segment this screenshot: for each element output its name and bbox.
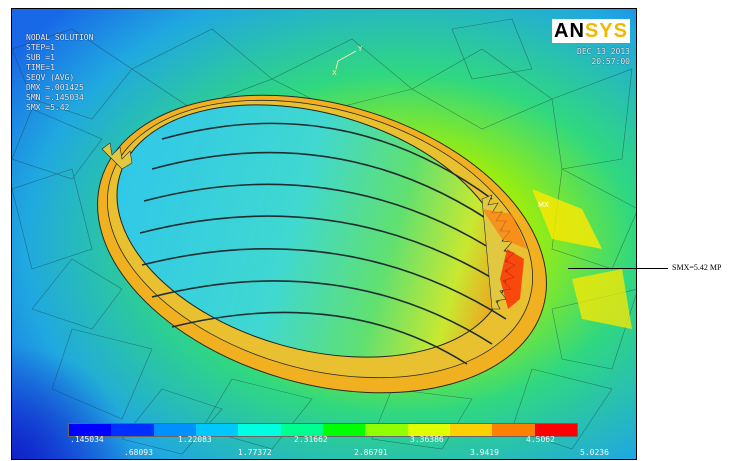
legend-value: 2.86791	[354, 448, 388, 457]
info-line: SUB =1	[26, 53, 55, 62]
logo-text-accent: SYS	[584, 19, 628, 42]
legend-value: 2.31662	[294, 435, 328, 444]
legend-color-segment	[153, 424, 196, 436]
legend-value: .68093	[124, 448, 153, 457]
high-stress-region	[482, 209, 527, 249]
legend-color-segment	[365, 424, 408, 436]
solution-info: NODAL SOLUTION STEP=1 SUB =1 TIME=1 SEQV…	[26, 33, 93, 113]
legend-color-segment	[111, 424, 154, 436]
info-line: SMX =5.42	[26, 103, 70, 112]
legend-color-segment	[534, 424, 577, 436]
info-line: SEQV (AVG)	[26, 73, 75, 82]
legend-value: 1.22083	[178, 435, 212, 444]
info-line: SMN =.145034	[26, 93, 84, 102]
info-line: STEP=1	[26, 43, 55, 52]
smx-annotation: SMX=5.42 MP	[672, 263, 722, 272]
max-stress-region	[500, 249, 524, 309]
legend-value: 4.5062	[526, 435, 555, 444]
legend-value: 3.9419	[470, 448, 499, 457]
color-legend-bar	[68, 423, 578, 437]
info-line: TIME=1	[26, 63, 55, 72]
logo-text: AN	[554, 19, 585, 42]
smx-leader-line	[568, 268, 668, 269]
legend-color-segment	[322, 424, 366, 436]
legend-value: 5.0236	[580, 448, 609, 457]
axis-label-x: X	[332, 69, 337, 77]
axis-label-y: Y	[357, 45, 363, 53]
time-text: 20:57:00	[591, 57, 630, 66]
legend-color-segment	[407, 424, 450, 436]
smx-marker: MX	[538, 201, 549, 209]
high-stress-region-3	[572, 269, 632, 329]
info-line: NODAL SOLUTION	[26, 33, 94, 42]
date-text: DEC 13 2013	[577, 47, 630, 56]
legend-value: .145034	[70, 435, 104, 444]
fea-contour-plot: Y X MX	[12, 9, 636, 459]
legend-value: 1.77372	[238, 448, 272, 457]
date-time-info: DEC 13 2013 20:57:00	[552, 47, 630, 67]
legend-value: 3.36386	[410, 435, 444, 444]
legend-color-segment	[195, 424, 239, 436]
legend-color-segment	[238, 424, 281, 436]
ansys-logo: AN SYS	[552, 19, 630, 43]
legend-color-segment	[69, 424, 112, 436]
legend-color-segment	[449, 424, 493, 436]
plot-window: Y X MX NODAL SOLUTION STEP=1 SUB =1 TIME…	[11, 8, 637, 460]
thread-lines	[139, 122, 511, 365]
axis-triad	[335, 50, 357, 70]
legend-color-segment	[492, 424, 535, 436]
high-stress-region-2	[532, 189, 602, 249]
legend-color-segment	[280, 424, 323, 436]
info-line: DMX =.001425	[26, 83, 84, 92]
mesh-lines	[12, 18, 636, 455]
